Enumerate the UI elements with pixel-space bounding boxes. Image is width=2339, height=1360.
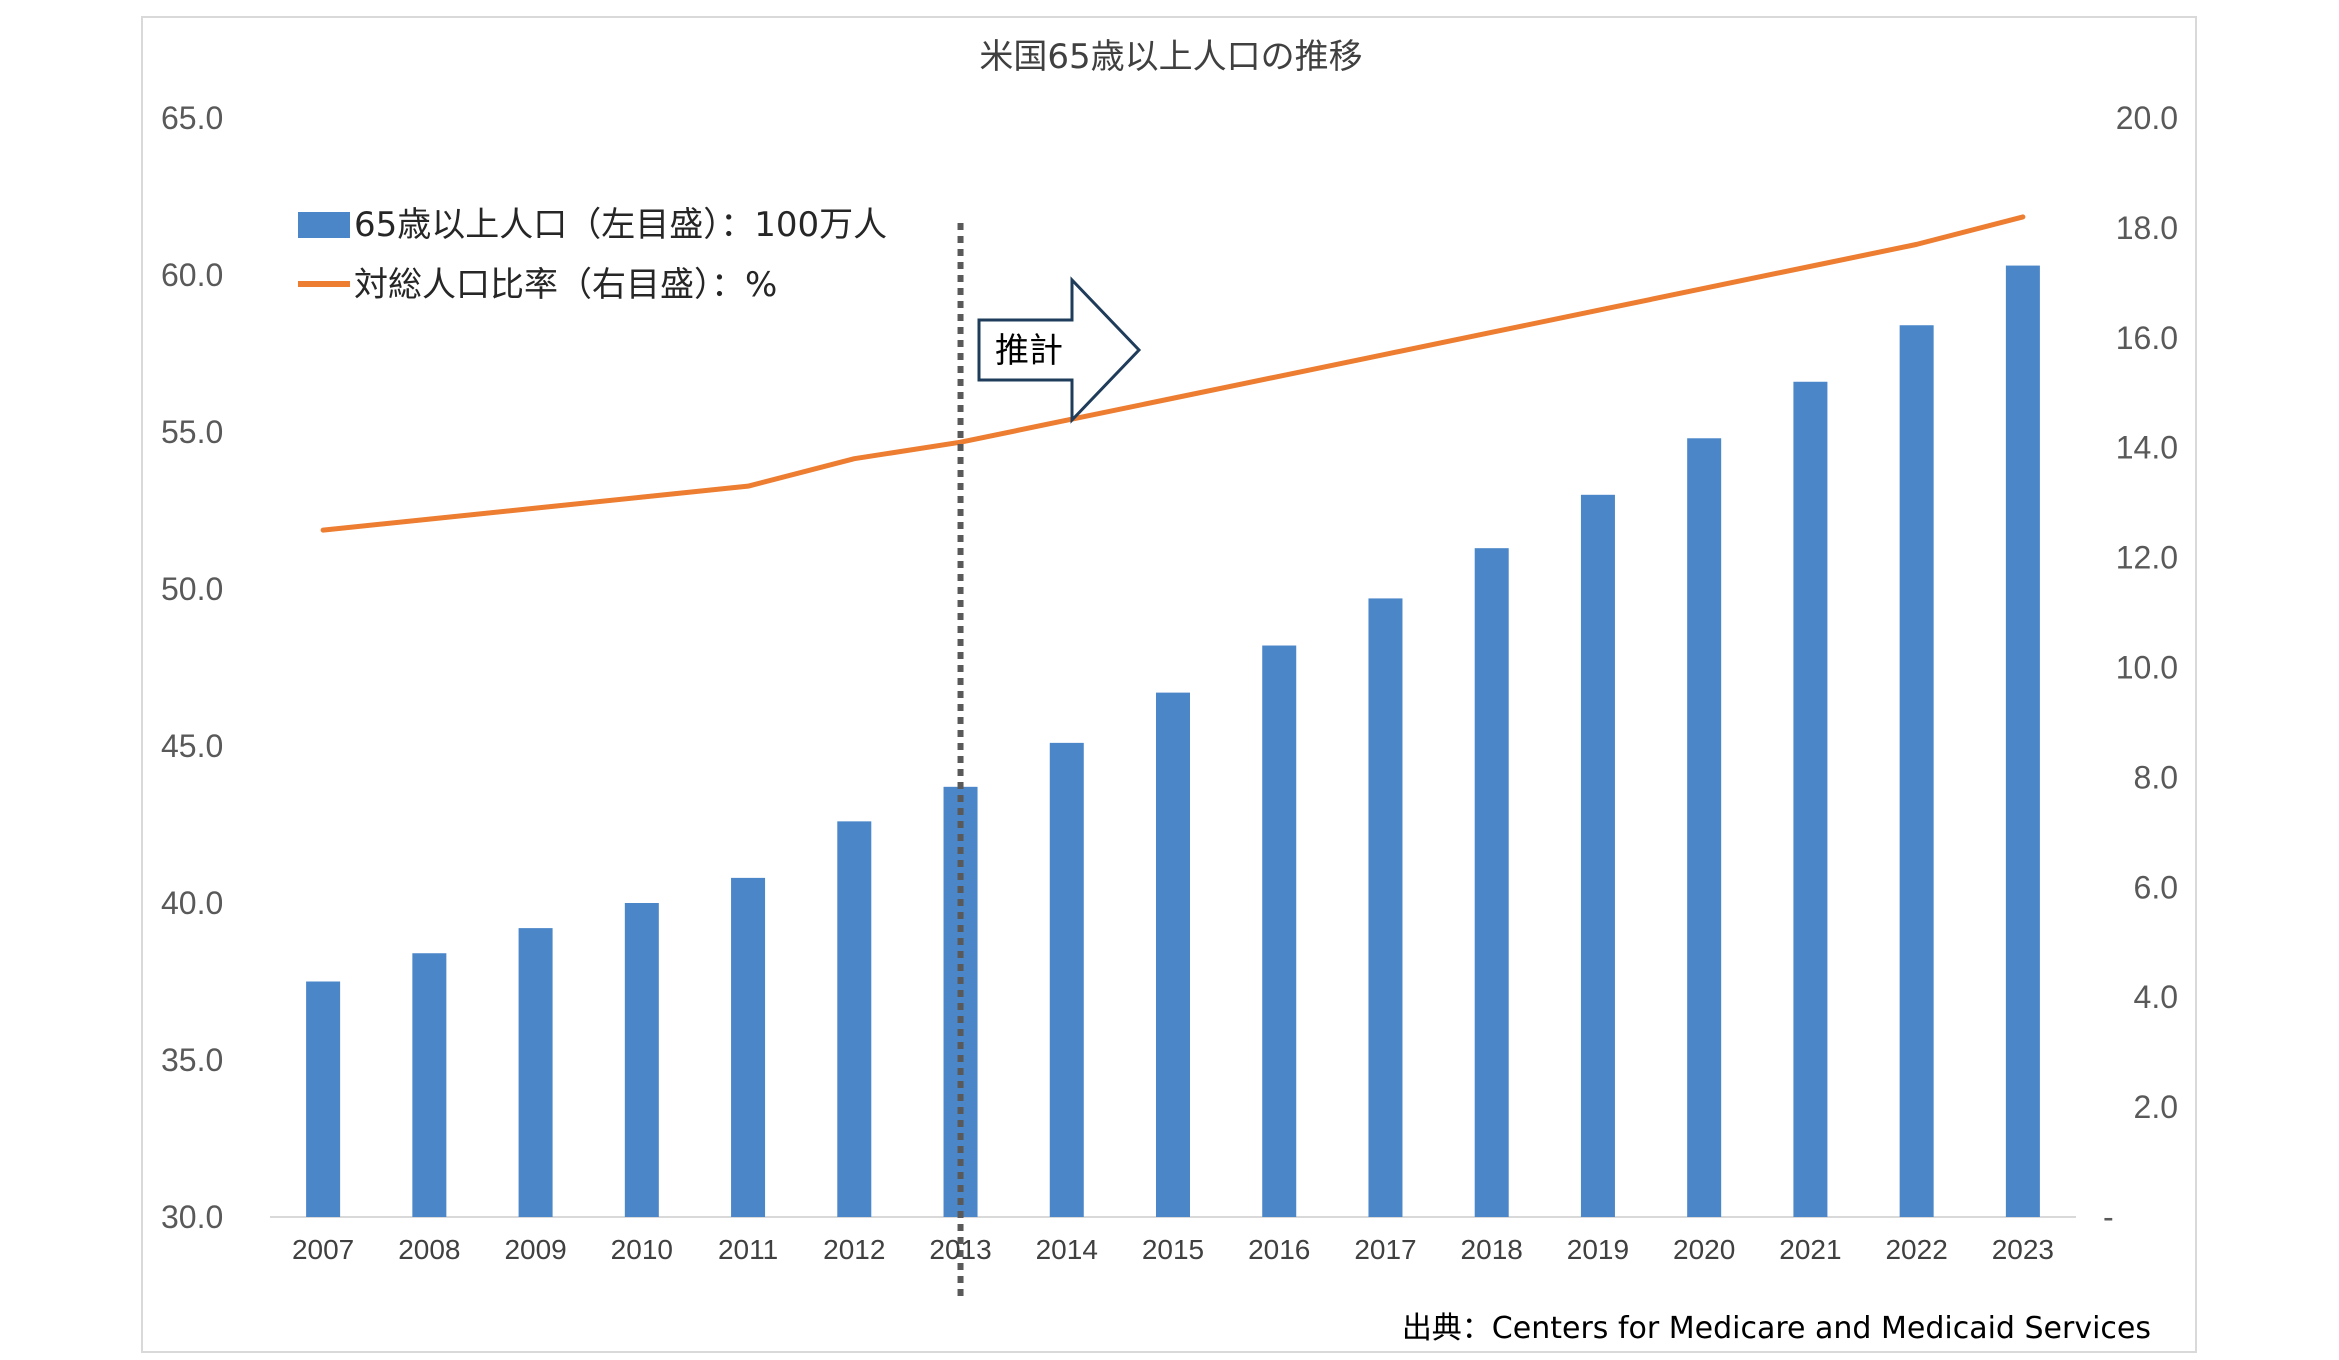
ratio-line xyxy=(320,214,2026,533)
bar-2021 xyxy=(1793,381,1828,1217)
forecast-annotation: 推計 xyxy=(957,223,1142,1298)
bar-2007 xyxy=(306,981,341,1217)
left-tick-6: 60.0 xyxy=(161,257,223,293)
line-series xyxy=(320,214,2026,533)
left-tick-1: 35.0 xyxy=(161,1042,223,1078)
x-tick-2012: 2012 xyxy=(823,1234,885,1265)
bar-2010 xyxy=(624,903,659,1217)
x-tick-2023: 2023 xyxy=(1992,1234,2054,1265)
right-tick-6: 12.0 xyxy=(2116,540,2178,576)
x-tick-2018: 2018 xyxy=(1461,1234,1523,1265)
legend-bar-label: 65歳以上人口（左目盛）：100万人 xyxy=(354,205,887,245)
x-tick-2020: 2020 xyxy=(1673,1234,1735,1265)
x-tick-2016: 2016 xyxy=(1248,1234,1310,1265)
left-tick-3: 45.0 xyxy=(161,728,223,764)
bar-2011 xyxy=(731,877,766,1217)
bar-2012 xyxy=(837,821,872,1217)
chart-title: 米国65歳以上人口の推移 xyxy=(979,37,1362,77)
right-tick-4: 8.0 xyxy=(2134,759,2178,795)
right-tick-2: 4.0 xyxy=(2134,979,2178,1015)
x-tick-labels: 2007 2008 2009 2010 2011 2012 2013 2014 2015 2016… xyxy=(292,1234,2054,1265)
bar-series xyxy=(306,265,2040,1217)
x-tick-2009: 2009 xyxy=(504,1234,566,1265)
bar-2008 xyxy=(412,953,447,1217)
bar-2019 xyxy=(1580,494,1615,1217)
legend-bar-swatch xyxy=(298,212,350,238)
forecast-arrow xyxy=(977,276,1142,424)
bar-2009 xyxy=(518,928,553,1217)
bar-2018 xyxy=(1474,548,1509,1217)
x-tick-2015: 2015 xyxy=(1142,1234,1204,1265)
x-tick-2021: 2021 xyxy=(1779,1234,1841,1265)
x-tick-2019: 2019 xyxy=(1567,1234,1629,1265)
left-tick-labels: 30.0 35.0 40.0 45.0 50.0 55.0 60.0 65.0 xyxy=(161,100,223,1235)
right-tick-0: - xyxy=(2103,1199,2114,1235)
x-tick-2017: 2017 xyxy=(1354,1234,1416,1265)
x-tick-2010: 2010 xyxy=(611,1234,673,1265)
right-tick-3: 6.0 xyxy=(2134,869,2178,905)
left-tick-2: 40.0 xyxy=(161,885,223,921)
chart-svg: 米国65歳以上人口の推移 推計 2007 2008 2009 2010 2011 2012… xyxy=(161,37,2178,1346)
right-tick-7: 14.0 xyxy=(2116,430,2178,466)
left-tick-4: 50.0 xyxy=(161,571,223,607)
right-tick-5: 10.0 xyxy=(2116,650,2178,686)
x-tick-2014: 2014 xyxy=(1036,1234,1098,1265)
x-tick-2008: 2008 xyxy=(398,1234,460,1265)
left-tick-0: 30.0 xyxy=(161,1199,223,1235)
right-tick-9: 18.0 xyxy=(2116,210,2178,246)
x-tick-2007: 2007 xyxy=(292,1234,354,1265)
bar-2017 xyxy=(1368,598,1403,1217)
left-tick-5: 55.0 xyxy=(161,414,223,450)
bar-2014 xyxy=(1049,742,1084,1217)
bar-2013 xyxy=(943,786,978,1217)
bar-2022 xyxy=(1899,325,1934,1217)
left-tick-7: 65.0 xyxy=(161,100,223,136)
forecast-label: 推計 xyxy=(995,331,1063,371)
bar-2020 xyxy=(1687,438,1722,1217)
right-tick-labels: - 2.0 4.0 6.0 8.0 10.0 12.0 14.0 16.0 18.0 20.0 xyxy=(2103,100,2178,1235)
x-tick-2022: 2022 xyxy=(1885,1234,1947,1265)
chart-frame: 米国65歳以上人口の推移 推計 2007 2008 2009 2010 2011 2012… xyxy=(141,16,2197,1353)
right-tick-1: 2.0 xyxy=(2134,1089,2178,1125)
bar-2023 xyxy=(2005,265,2040,1217)
x-tick-2011: 2011 xyxy=(718,1234,778,1265)
source-note: 出典：Centers for Medicare and Medicaid Ser… xyxy=(1402,1311,2151,1346)
legend: 65歳以上人口（左目盛）：100万人 対総人口比率（右目盛）：% xyxy=(298,205,887,305)
bar-2016 xyxy=(1262,645,1297,1217)
x-tick-2013: 2013 xyxy=(929,1234,991,1265)
legend-line-label: 対総人口比率（右目盛）：% xyxy=(354,265,777,305)
right-tick-8: 16.0 xyxy=(2116,320,2178,356)
right-tick-10: 20.0 xyxy=(2116,100,2178,136)
bar-2015 xyxy=(1156,692,1190,1217)
